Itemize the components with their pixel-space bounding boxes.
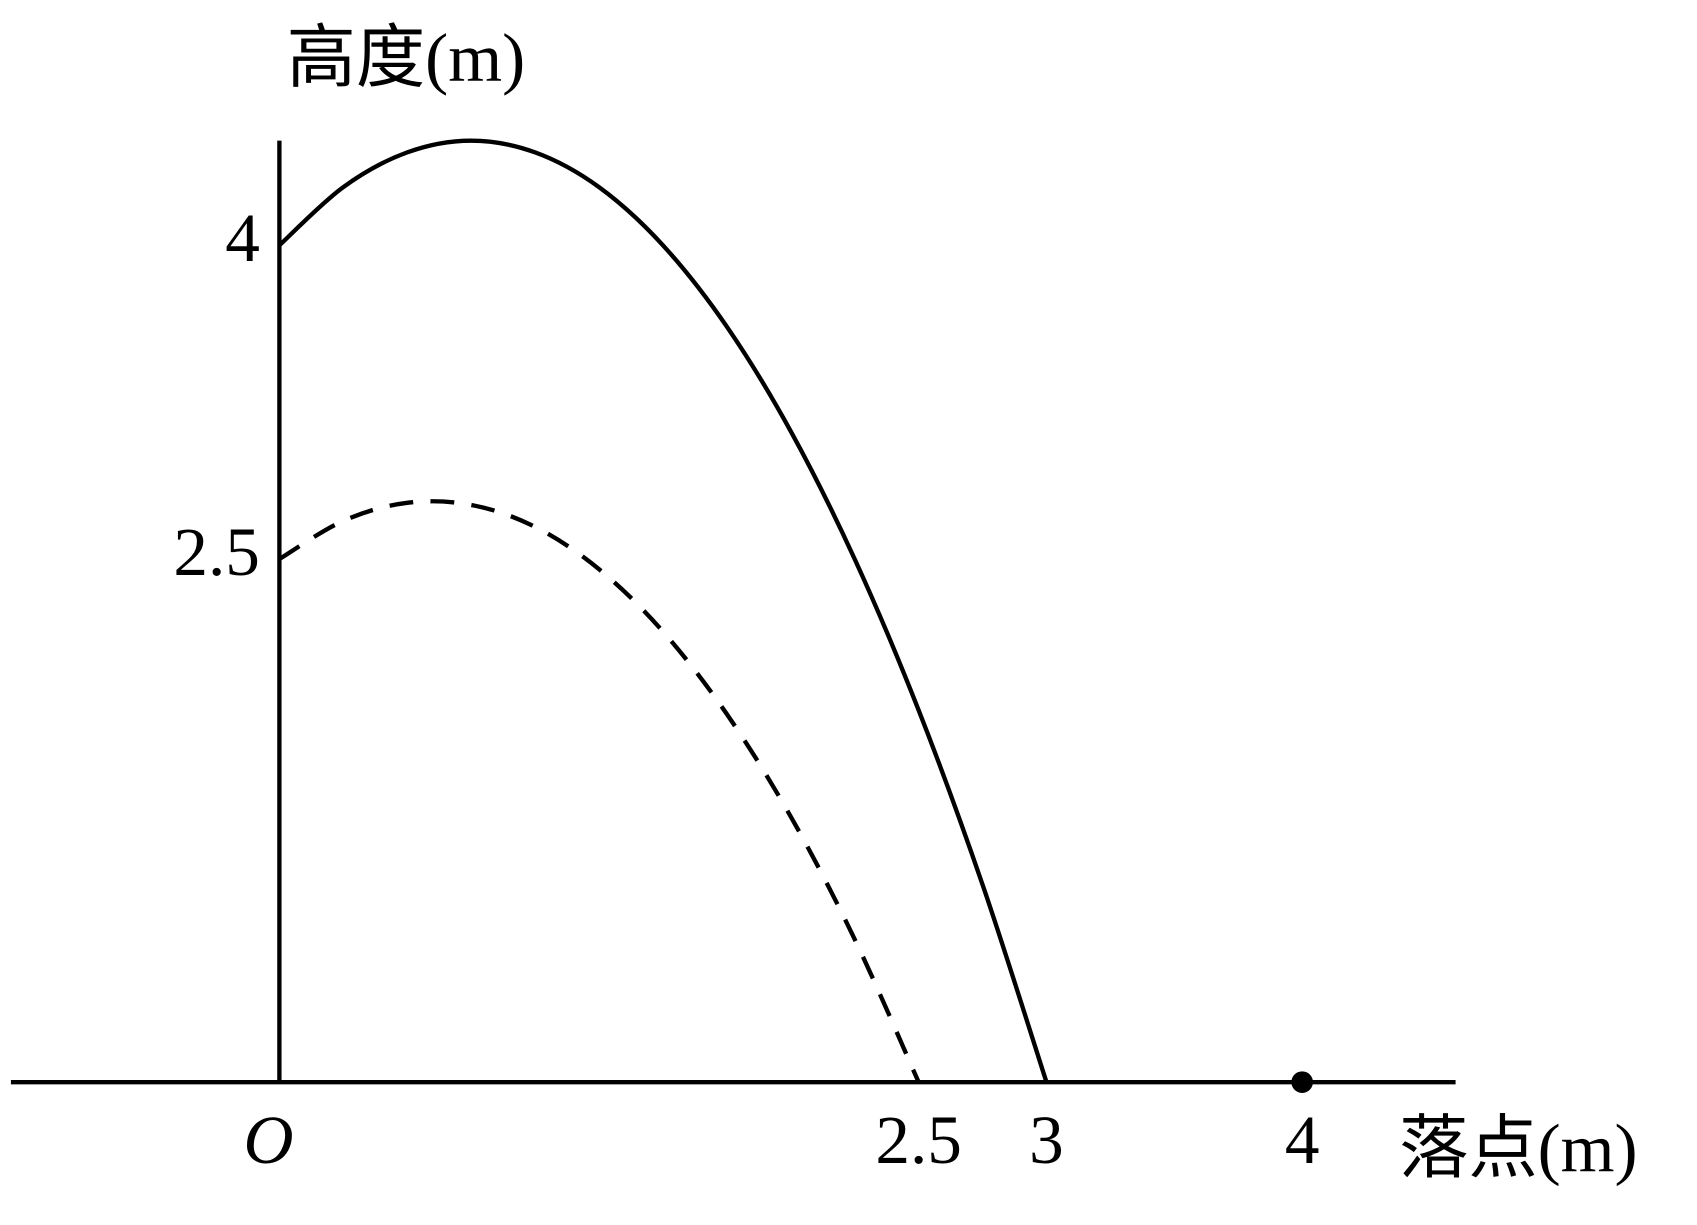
x-tick-label: O (244, 1101, 294, 1178)
y-axis-title: 高度(m) (287, 19, 525, 96)
x-axis-title: 落点(m) (1399, 1110, 1637, 1187)
y-tick-label: 2.5 (173, 513, 260, 590)
x-tick-label: 2.5 (875, 1101, 962, 1178)
point-marker (1291, 1071, 1313, 1093)
y-tick-label: 4 (225, 199, 260, 276)
series-line (277, 138, 1049, 1083)
x-tick-label: 4 (1285, 1101, 1320, 1178)
series-line (278, 499, 921, 1084)
x-tick-label: 3 (1029, 1101, 1064, 1178)
